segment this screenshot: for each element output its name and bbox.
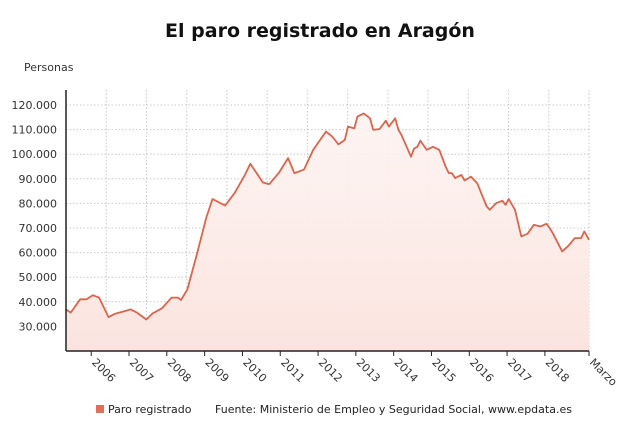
x-tick-label: Marzo	[587, 356, 620, 389]
y-tick-label: 30.000	[19, 320, 58, 333]
legend-label: Paro registrado	[108, 403, 192, 416]
x-tick-label: 2009	[203, 356, 232, 385]
y-tick-label: 60.000	[19, 247, 58, 260]
source-note: Fuente: Ministerio de Empleo y Seguridad…	[215, 403, 572, 416]
series-line	[65, 112, 590, 321]
legend-swatch	[96, 405, 104, 413]
x-tick-label: 2007	[127, 356, 156, 385]
legend: Paro registrado Fuente: Ministerio de Em…	[96, 403, 572, 416]
series-area	[66, 113, 589, 352]
y-axis-label: Personas	[24, 61, 74, 74]
chart-title: El paro registrado en Aragón	[165, 20, 475, 42]
x-tick-label: 2010	[240, 356, 269, 385]
x-tick-label: 2008	[165, 356, 194, 385]
x-tick-label: 2016	[467, 356, 496, 385]
series-marks	[65, 112, 590, 352]
x-tick-label: 2014	[392, 356, 421, 385]
y-tick-label: 90.000	[19, 173, 58, 186]
x-tick-label: 2017	[505, 356, 534, 385]
y-tick-label: 100.000	[12, 148, 58, 161]
x-tick-label: 2011	[278, 356, 307, 385]
y-tick-label: 110.000	[12, 124, 58, 137]
y-tick-label: 50.000	[19, 271, 58, 284]
y-tick-label: 40.000	[19, 296, 58, 309]
x-tick-label: 2015	[429, 356, 458, 385]
x-tick-label: 2012	[316, 356, 345, 385]
x-tick-label: 2018	[543, 356, 572, 385]
y-tick-label: 120.000	[12, 99, 58, 112]
y-tick-label: 80.000	[19, 197, 58, 210]
y-tick-label: 70.000	[19, 222, 58, 235]
x-tick-label: 2006	[89, 356, 118, 385]
x-tick-label: 2013	[354, 356, 383, 385]
